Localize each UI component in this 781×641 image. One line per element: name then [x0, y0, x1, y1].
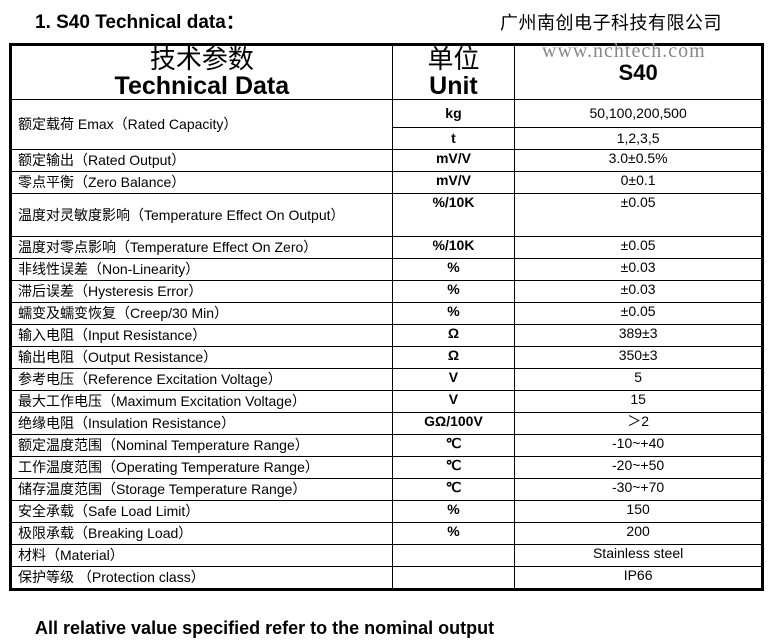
value-cell: 0±0.1 [514, 171, 763, 194]
param-cell: 保护等级 （Protection class） [10, 566, 393, 590]
unit-cell [391, 544, 516, 567]
unit-cell: % [391, 522, 516, 545]
unit-cell: %/10K [391, 236, 516, 259]
value-cell: ±0.05 [514, 193, 763, 237]
param-cell: 额定载荷 Emax（Rated Capacity） [10, 99, 393, 150]
param-cell: 安全承载（Safe Load Limit） [10, 500, 393, 523]
value-cell: 3.0±0.5% [514, 149, 763, 172]
value-cell: 15 [514, 390, 763, 413]
table-row: 额定温度范围（Nominal Temperature Range） ℃ -10~+4… [10, 434, 763, 457]
unit-cell: % [391, 258, 516, 281]
unit-cell: Ω [391, 346, 516, 369]
website-watermark: www.nchtech.com [542, 40, 706, 62]
param-cell: 参考电压（Reference Excitation Voltage） [10, 368, 393, 391]
table-row: 参考电压（Reference Excitation Voltage） V 5 [10, 368, 763, 391]
table-row: 极限承载（Breaking Load）% 200 [10, 522, 763, 545]
table-row: 零点平衡（Zero Balance） mV/V 0±0.1 [10, 171, 763, 194]
table-row: 工作温度范围（Operating Temperature Range） ℃ -20~… [10, 456, 763, 479]
param-cell: 绝缘电阻（Insulation Resistance） [10, 412, 393, 435]
header-param-zh: 技术参数 [149, 44, 254, 75]
value-cell: ＞2 [514, 412, 763, 435]
param-cell: 额定输出（Rated Output） [10, 149, 393, 172]
table-row: 温度对灵敏度影响（Temperature Effect On Output） %/… [10, 193, 763, 237]
value-cell: Stainless steel [514, 544, 763, 567]
param-cell: 极限承载（Breaking Load） [10, 522, 393, 545]
technical-data-table: 技术参数 Technical Data 单位 Unit S40 额定载荷 Emax（… [9, 43, 764, 591]
unit-cell: t [391, 127, 516, 150]
unit-cell: %/10K [391, 193, 516, 237]
unit-cell: V [391, 368, 516, 391]
value-cell: IP66 [514, 566, 763, 590]
header-param-en: Technical Data [114, 71, 290, 100]
table-header-row: 技术参数 Technical Data 单位 Unit S40 [10, 44, 763, 100]
table-row: 绝缘电阻（Insulation Resistance） GΩ/100V ＞2 [10, 412, 763, 435]
table-row: 储存温度范围（Storage Temperature Range） ℃ -30~+7… [10, 478, 763, 501]
value-cell: 1,2,3,5 [514, 127, 763, 150]
value-cell: 389±3 [514, 324, 763, 347]
param-cell: 温度对灵敏度影响（Temperature Effect On Output） [10, 193, 393, 237]
table-row: 温度对零点影响（Temperature Effect On Zero） %/10K… [10, 236, 763, 259]
value-cell: -20~+50 [514, 456, 763, 479]
param-cell: 蠕变及蠕变恢复（Creep/30 Min） [10, 302, 393, 325]
unit-cell: kg [391, 99, 516, 128]
value-cell: 5 [514, 368, 763, 391]
header-unit: 单位 Unit [391, 44, 516, 100]
unit-cell: ℃ [391, 434, 516, 457]
table-row: 最大工作电压（Maximum Excitation Voltage） V 15 [10, 390, 763, 413]
unit-cell: ℃ [391, 478, 516, 501]
table-row: 滞后误差（Hysteresis Error）% ±0.03 [10, 280, 763, 303]
unit-cell: Ω [391, 324, 516, 347]
value-cell: ±0.05 [514, 236, 763, 259]
unit-cell: % [391, 302, 516, 325]
value-cell: 200 [514, 522, 763, 545]
unit-cell: mV/V [391, 149, 516, 172]
table-row: 输入电阻（Input Resistance） Ω 389±3 [10, 324, 763, 347]
param-cell: 工作温度范围（Operating Temperature Range） [10, 456, 393, 479]
value-cell: 50,100,200,500 [514, 99, 763, 128]
unit-cell: % [391, 280, 516, 303]
param-cell: 材料（Material） [10, 544, 393, 567]
param-cell: 滞后误差（Hysteresis Error） [10, 280, 393, 303]
value-cell: -10~+40 [514, 434, 763, 457]
unit-cell: ℃ [391, 456, 516, 479]
table-row: 材料（Material） Stainless steel [10, 544, 763, 567]
param-cell: 储存温度范围（Storage Temperature Range） [10, 478, 393, 501]
param-cell: 零点平衡（Zero Balance） [10, 171, 393, 194]
param-cell: 非线性误差（Non-Linearity） [10, 258, 393, 281]
company-name: 广州南创电子科技有限公司 [500, 13, 722, 34]
header-unit-en: Unit [429, 71, 478, 100]
unit-cell: V [391, 390, 516, 413]
section-title: 1. S40 Technical data： [35, 12, 245, 33]
value-cell: ±0.03 [514, 258, 763, 281]
value-cell: ±0.03 [514, 280, 763, 303]
param-cell: 输入电阻（Input Resistance） [10, 324, 393, 347]
header-model-label: S40 [618, 59, 658, 85]
unit-cell: mV/V [391, 171, 516, 194]
param-cell: 输出电阻（Output Resistance） [10, 346, 393, 369]
param-cell: 温度对零点影响（Temperature Effect On Zero） [10, 236, 393, 259]
table-row: 保护等级 （Protection class） IP66 [10, 566, 763, 590]
table-row: 输出电阻（Output Resistance） Ω 350±3 [10, 346, 763, 369]
table-row: 蠕变及蠕变恢复（Creep/30 Min）% ±0.05 [10, 302, 763, 325]
param-cell: 额定温度范围（Nominal Temperature Range） [10, 434, 393, 457]
table-row: 非线性误差（Non-Linearity）% ±0.03 [10, 258, 763, 281]
value-cell: -30~+70 [514, 478, 763, 501]
value-cell: 150 [514, 500, 763, 523]
unit-cell [391, 566, 516, 590]
unit-cell: GΩ/100V [391, 412, 516, 435]
table-row: 额定载荷 Emax（Rated Capacity） kg 50,100,200,… [10, 99, 763, 150]
value-cell: ±0.05 [514, 302, 763, 325]
unit-cell: % [391, 500, 516, 523]
header-unit-zh: 单位 [427, 44, 480, 75]
table-row: 安全承载（Safe Load Limit）% 150 [10, 500, 763, 523]
header-parameter: 技术参数 Technical Data [10, 44, 393, 100]
value-cell: 350±3 [514, 346, 763, 369]
footnote: All relative value specified refer to th… [35, 618, 495, 638]
table-row: 额定输出（Rated Output） mV/V 3.0±0.5% [10, 149, 763, 172]
param-cell: 最大工作电压（Maximum Excitation Voltage） [10, 390, 393, 413]
